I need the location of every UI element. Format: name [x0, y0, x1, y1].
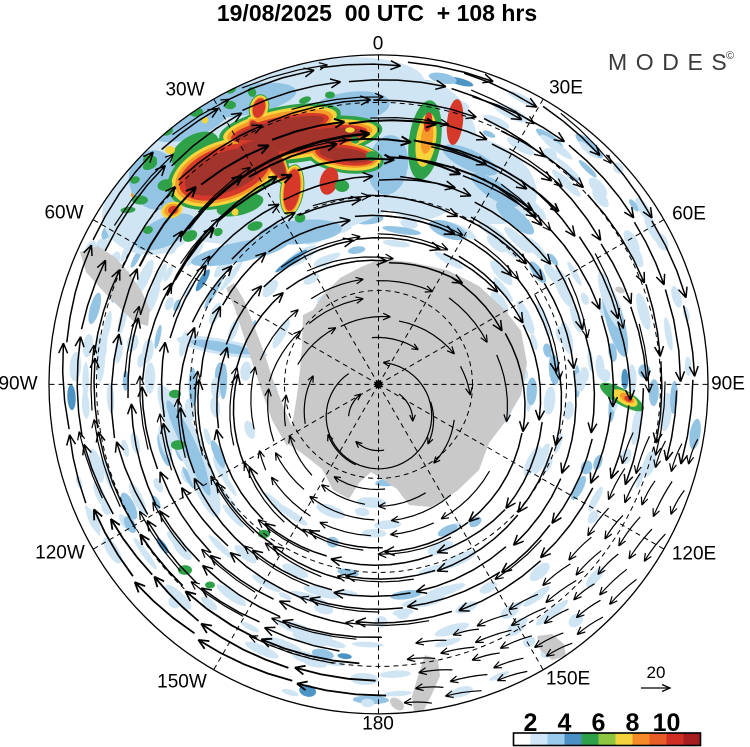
- svg-text:150W: 150W: [157, 672, 207, 693]
- svg-text:180: 180: [362, 714, 394, 735]
- svg-text:120W: 120W: [35, 543, 85, 564]
- svg-text:©: ©: [726, 50, 734, 62]
- svg-text:0: 0: [373, 34, 384, 55]
- svg-text:90W: 90W: [0, 374, 38, 395]
- svg-text:60W: 60W: [44, 203, 83, 224]
- svg-text:2: 2: [524, 709, 538, 737]
- svg-text:90E: 90E: [711, 374, 745, 395]
- svg-text:MODES: MODES: [608, 49, 735, 75]
- svg-text:10: 10: [653, 709, 681, 737]
- svg-text:20: 20: [647, 663, 666, 682]
- svg-text:30E: 30E: [549, 78, 583, 99]
- svg-text:19/08/2025 00 UTC + 108 hrs: 19/08/2025 00 UTC + 108 hrs: [217, 0, 537, 26]
- svg-text:6: 6: [592, 709, 606, 737]
- svg-text:150E: 150E: [546, 669, 590, 690]
- svg-text:4: 4: [558, 709, 572, 737]
- svg-text:120E: 120E: [672, 544, 716, 565]
- svg-text:30W: 30W: [165, 80, 204, 101]
- svg-text:60E: 60E: [672, 204, 706, 225]
- svg-text:8: 8: [626, 709, 640, 737]
